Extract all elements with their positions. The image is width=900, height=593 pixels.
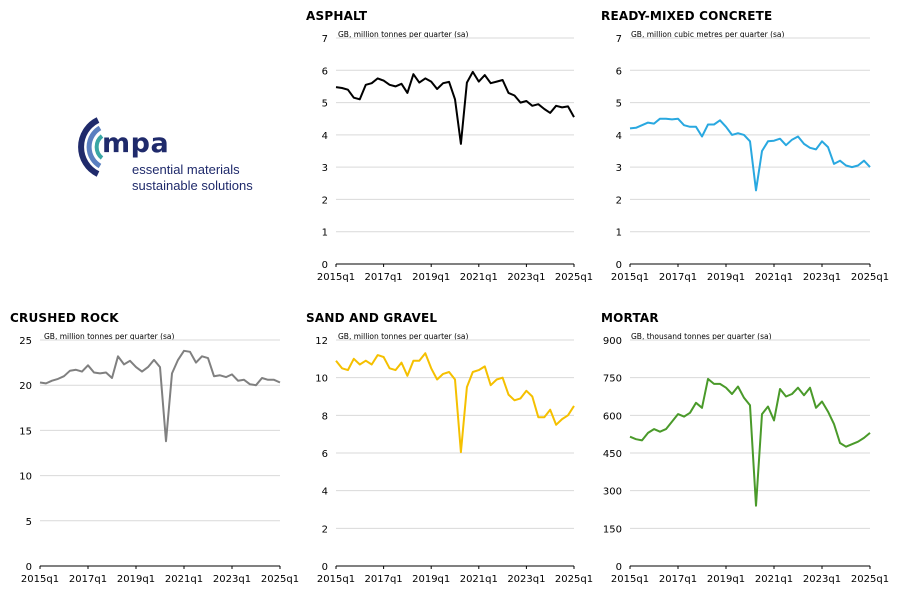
asphalt-y-tick-label: 1 [322,228,328,239]
sand-and-gravel-y-tick-label: 4 [322,487,328,498]
asphalt-unit-label: GB, million tonnes per quarter (sa) [338,30,469,39]
ready-mixed-concrete-x-tick-label: 2023q1 [803,272,841,283]
ready-mixed-concrete-title: READY-MIXED CONCRETE [601,9,773,23]
ready-mixed-concrete-y-tick-label: 7 [616,34,622,45]
mortar-series-line [629,377,871,507]
asphalt-y-tick-label: 4 [322,131,328,142]
crushed-rock-x-tick-label: 2019q1 [117,574,155,585]
sand-and-gravel-panel: SAND AND GRAVEL GB, million tonnes per q… [300,300,600,593]
mortar-y-tick-label: 0 [616,562,622,573]
asphalt-chart: GB, million tonnes per quarter (sa) 0 1 2 3 4… [317,30,593,283]
sand-and-gravel-chart: GB, million tonnes per quarter (sa) 0 2 4 6 8… [315,332,593,585]
mortar-x-tick-label: 2023q1 [803,574,841,585]
ready-mixed-concrete-y-tick-label: 0 [616,260,622,271]
sand-and-gravel-x-tick-label: 2019q1 [412,574,450,585]
ready-mixed-concrete-unit-label: GB, million cubic metres per quarter (sa… [631,30,784,39]
ready-mixed-concrete-series-line [629,117,871,192]
mortar-y-tick-label: 450 [603,449,622,460]
sand-and-gravel-y-tick-label: 10 [315,374,328,385]
crushed-rock-y-tick-label: 10 [19,472,32,483]
mortar-title: MORTAR [601,311,659,325]
sand-and-gravel-x-tick-label: 2025q1 [555,574,593,585]
mortar-unit-label: GB, thousand tonnes per quarter (sa) [631,332,772,341]
sand-and-gravel-x-tick-label: 2015q1 [317,574,355,585]
mortar-x-tick-label: 2017q1 [659,574,697,585]
crushed-rock-y-tick-label: 20 [19,381,32,392]
crushed-rock-series-line [39,349,281,443]
logo-tagline-1: essential materials [132,162,240,177]
asphalt-panel: ASPHALT GB, million tonnes per quarter (… [300,0,600,290]
crushed-rock-x-tick-label: 2023q1 [213,574,251,585]
logo-arcs-icon [78,117,104,177]
mortar-chart: GB, thousand tonnes per quarter (sa) 0 150… [603,332,889,585]
mortar-y-tick-label: 600 [603,411,622,422]
ready-mixed-concrete-x-tick-label: 2017q1 [659,272,697,283]
ready-mixed-concrete-x-tick-label: 2019q1 [707,272,745,283]
sand-and-gravel-x-tick-label: 2021q1 [460,574,498,585]
ready-mixed-concrete-x-tick-label: 2021q1 [755,272,793,283]
mortar-y-tick-label: 750 [603,374,622,385]
crushed-rock-x-tick-label: 2015q1 [21,574,59,585]
sand-and-gravel-y-tick-label: 0 [322,562,328,573]
asphalt-x-tick-label: 2019q1 [412,272,450,283]
ready-mixed-concrete-chart: GB, million cubic metres per quarter (sa… [611,30,889,283]
asphalt-y-tick-label: 0 [322,260,328,271]
asphalt-y-tick-label: 3 [322,163,328,174]
logo-wordmark: mpa [102,128,170,159]
crushed-rock-panel: CRUSHED ROCK GB, million tonnes per quar… [0,300,300,593]
crushed-rock-y-tick-label: 15 [19,426,32,437]
mortar-x-tick-label: 2025q1 [851,574,889,585]
ready-mixed-concrete-panel: READY-MIXED CONCRETE GB, million cubic m… [596,0,900,290]
ready-mixed-concrete-y-tick-label: 3 [616,163,622,174]
asphalt-x-tick-label: 2023q1 [507,272,545,283]
crushed-rock-y-tick-label: 25 [19,336,32,347]
sand-and-gravel-y-tick-label: 2 [322,524,328,535]
asphalt-y-tick-label: 7 [322,34,328,45]
asphalt-y-tick-label: 2 [322,195,328,206]
logo-tagline-2: sustainable solutions [132,178,253,193]
crushed-rock-unit-label: GB, million tonnes per quarter (sa) [44,332,175,341]
sand-and-gravel-y-tick-label: 8 [322,411,328,422]
asphalt-y-tick-label: 5 [322,99,328,110]
crushed-rock-chart: GB, million tonnes per quarter (sa) 0 5 10 1… [19,332,299,585]
asphalt-x-tick-label: 2017q1 [365,272,403,283]
mpa-logo: mpa essential materials sustainable solu… [62,112,262,196]
crushed-rock-x-tick-label: 2017q1 [69,574,107,585]
crushed-rock-x-tick-label: 2021q1 [165,574,203,585]
asphalt-series-line [335,70,575,145]
ready-mixed-concrete-y-tick-label: 4 [616,131,622,142]
asphalt-title: ASPHALT [306,9,368,23]
mortar-x-tick-label: 2019q1 [707,574,745,585]
ready-mixed-concrete-y-tick-label: 2 [616,195,622,206]
mortar-y-tick-label: 150 [603,524,622,535]
ready-mixed-concrete-x-tick-label: 2015q1 [611,272,649,283]
ready-mixed-concrete-y-tick-label: 6 [616,66,622,77]
sand-and-gravel-unit-label: GB, million tonnes per quarter (sa) [338,332,469,341]
ready-mixed-concrete-x-tick-label: 2025q1 [851,272,889,283]
asphalt-x-tick-label: 2015q1 [317,272,355,283]
crushed-rock-x-tick-label: 2025q1 [261,574,299,585]
crushed-rock-title: CRUSHED ROCK [10,311,119,325]
sand-and-gravel-x-tick-label: 2023q1 [507,574,545,585]
sand-and-gravel-series-line [335,352,575,454]
mortar-y-tick-label: 900 [603,336,622,347]
sand-and-gravel-y-tick-label: 6 [322,449,328,460]
mortar-x-tick-label: 2021q1 [755,574,793,585]
sand-and-gravel-x-tick-label: 2017q1 [365,574,403,585]
asphalt-x-tick-label: 2025q1 [555,272,593,283]
mortar-panel: MORTAR GB, thousand tonnes per quarter (… [596,300,900,593]
mortar-y-tick-label: 300 [603,487,622,498]
crushed-rock-y-tick-label: 0 [26,562,32,573]
mortar-x-tick-label: 2015q1 [611,574,649,585]
sand-and-gravel-y-tick-label: 12 [315,336,328,347]
ready-mixed-concrete-y-tick-label: 5 [616,99,622,110]
ready-mixed-concrete-y-tick-label: 1 [616,228,622,239]
crushed-rock-y-tick-label: 5 [26,517,32,528]
sand-and-gravel-title: SAND AND GRAVEL [306,311,438,325]
asphalt-y-tick-label: 6 [322,66,328,77]
asphalt-x-tick-label: 2021q1 [460,272,498,283]
